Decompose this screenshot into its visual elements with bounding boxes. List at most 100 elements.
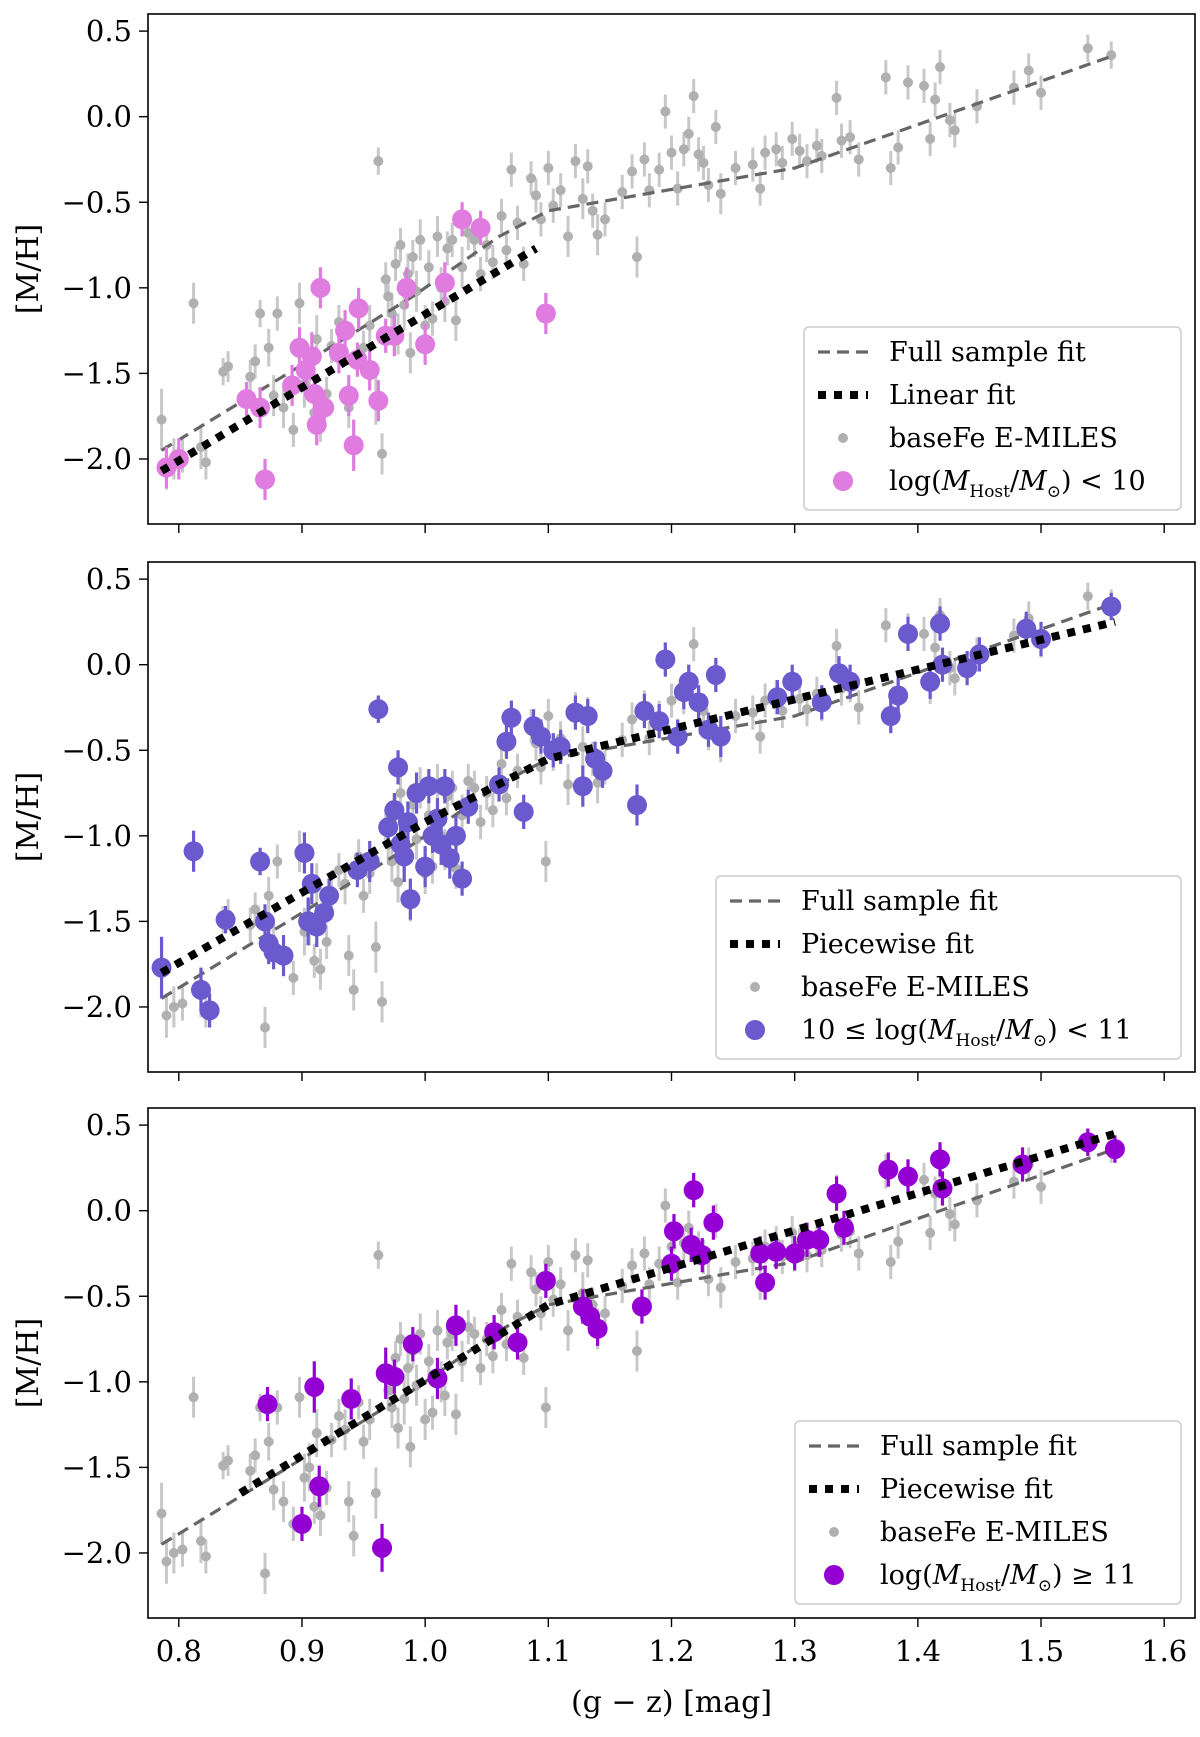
legend-label-subset: log(MHost/M⊙) < 10 (889, 466, 1146, 502)
highlight-point (766, 1241, 787, 1262)
background-point (919, 1174, 930, 1185)
legend-label-part: ⊙ (1033, 1031, 1047, 1051)
y-tick-label: 0.5 (86, 562, 132, 596)
highlight-point (587, 1318, 608, 1339)
legend-label-part: M (1009, 1560, 1039, 1591)
x-axis: 0.8 0.9 1.0 1.1 1.2 1.3 1.4 1.5 1.6 (156, 1618, 1187, 1668)
y-tick-label: −1.5 (62, 356, 132, 390)
highlight-point (343, 435, 364, 456)
highlight-point (631, 1296, 652, 1317)
background-point (161, 1556, 172, 1567)
panel-mid-mass: 0.5 0.0 −0.5 −1.0 −1.5 −2.0 [M/H] Full sample f… (11, 561, 1196, 1081)
background-point (639, 1248, 650, 1259)
background-point (427, 313, 438, 324)
background-point (755, 731, 766, 742)
y-tick-label: −1.5 (62, 904, 132, 938)
background-point (563, 779, 574, 790)
background-point (501, 793, 512, 804)
highlight-point (470, 217, 491, 238)
background-point (393, 877, 404, 888)
background-point (373, 1250, 384, 1261)
y-axis: 0.5 0.0 −0.5 −1.0 −1.5 −2.0 (62, 14, 148, 476)
highlight-point (826, 1183, 847, 1204)
x-tick-label: 1.6 (1141, 1634, 1187, 1668)
background-point (632, 252, 643, 263)
y-tick-label: 0.0 (86, 648, 132, 682)
background-point (919, 80, 930, 91)
background-point (188, 298, 199, 309)
background-point (260, 1022, 271, 1033)
highlight-point (678, 671, 699, 692)
legend-highlight-swatch (824, 1565, 844, 1585)
background-point (377, 996, 388, 1007)
background-point (526, 173, 537, 184)
background-point (333, 1411, 344, 1422)
y-tick-label: −1.0 (62, 1365, 132, 1399)
background-point (288, 972, 299, 983)
x-tick-label: 0.9 (279, 1634, 325, 1668)
legend-label-subset: log(MHost/M⊙) ≥ 11 (880, 1560, 1137, 1596)
background-point (255, 308, 266, 319)
panel-high-mass: 0.5 0.0 −0.5 −1.0 −1.5 −2.0 [M/H] 0.8 0.9 1.0 1.1 1… (11, 1107, 1196, 1668)
background-point (278, 1496, 289, 1507)
legend: Full sample fit Piecewise fit baseFe E-MIL… (794, 1420, 1182, 1605)
background-point (168, 1001, 179, 1012)
legend-frame (803, 326, 1182, 511)
background-point (245, 371, 256, 382)
background-point (311, 334, 322, 345)
legend-label-part: M (1018, 466, 1048, 497)
highlight-point (550, 736, 571, 757)
background-point (195, 1535, 206, 1546)
background-point (395, 1334, 406, 1345)
highlight-point (1016, 618, 1037, 639)
background-point (698, 157, 709, 168)
background-point (177, 1544, 188, 1555)
highlight-point (151, 957, 172, 978)
x-tick-label: 1.3 (772, 1634, 818, 1668)
highlight-point (452, 868, 473, 889)
y-tick-label: −2.0 (62, 990, 132, 1024)
background-point (715, 188, 726, 199)
background-point (632, 1346, 643, 1357)
background-point (272, 856, 283, 867)
background-point (311, 1428, 322, 1439)
background-point (540, 856, 551, 867)
highlight-point (402, 1334, 423, 1355)
background-point (343, 950, 354, 961)
y-tick-label: 0.0 (86, 100, 132, 134)
legend-label: Piecewise fit (801, 929, 974, 960)
x-axis (178, 524, 1165, 533)
highlight-point (394, 846, 415, 867)
background-point (427, 1407, 438, 1418)
highlight-point (572, 776, 593, 797)
background-point (787, 133, 798, 144)
background-point (501, 245, 512, 256)
legend-label-part: M (927, 1015, 957, 1046)
highlight-point (592, 760, 613, 781)
background-point (853, 1248, 864, 1259)
highlight-point (199, 1000, 220, 1021)
background-point (949, 1219, 960, 1230)
background-point (555, 185, 566, 196)
background-point (710, 121, 721, 132)
background-point (599, 214, 610, 225)
background-point (666, 695, 677, 706)
background-point (944, 1209, 955, 1220)
background-point (156, 1508, 167, 1519)
background-point (450, 1409, 461, 1420)
highlight-point (703, 1212, 724, 1233)
highlight-point (294, 842, 315, 863)
background-point (393, 1423, 404, 1434)
background-point (678, 144, 689, 155)
background-point (801, 704, 812, 715)
legend-label: Full sample fit (801, 886, 998, 917)
legend-label-part: ) < 11 (1047, 1015, 1132, 1046)
legend-frame (715, 875, 1182, 1060)
background-point (395, 240, 406, 251)
highlight-point (400, 889, 421, 910)
highlight-point (445, 825, 466, 846)
background-point (294, 1392, 305, 1403)
background-point (582, 161, 593, 172)
background-point (161, 1010, 172, 1021)
